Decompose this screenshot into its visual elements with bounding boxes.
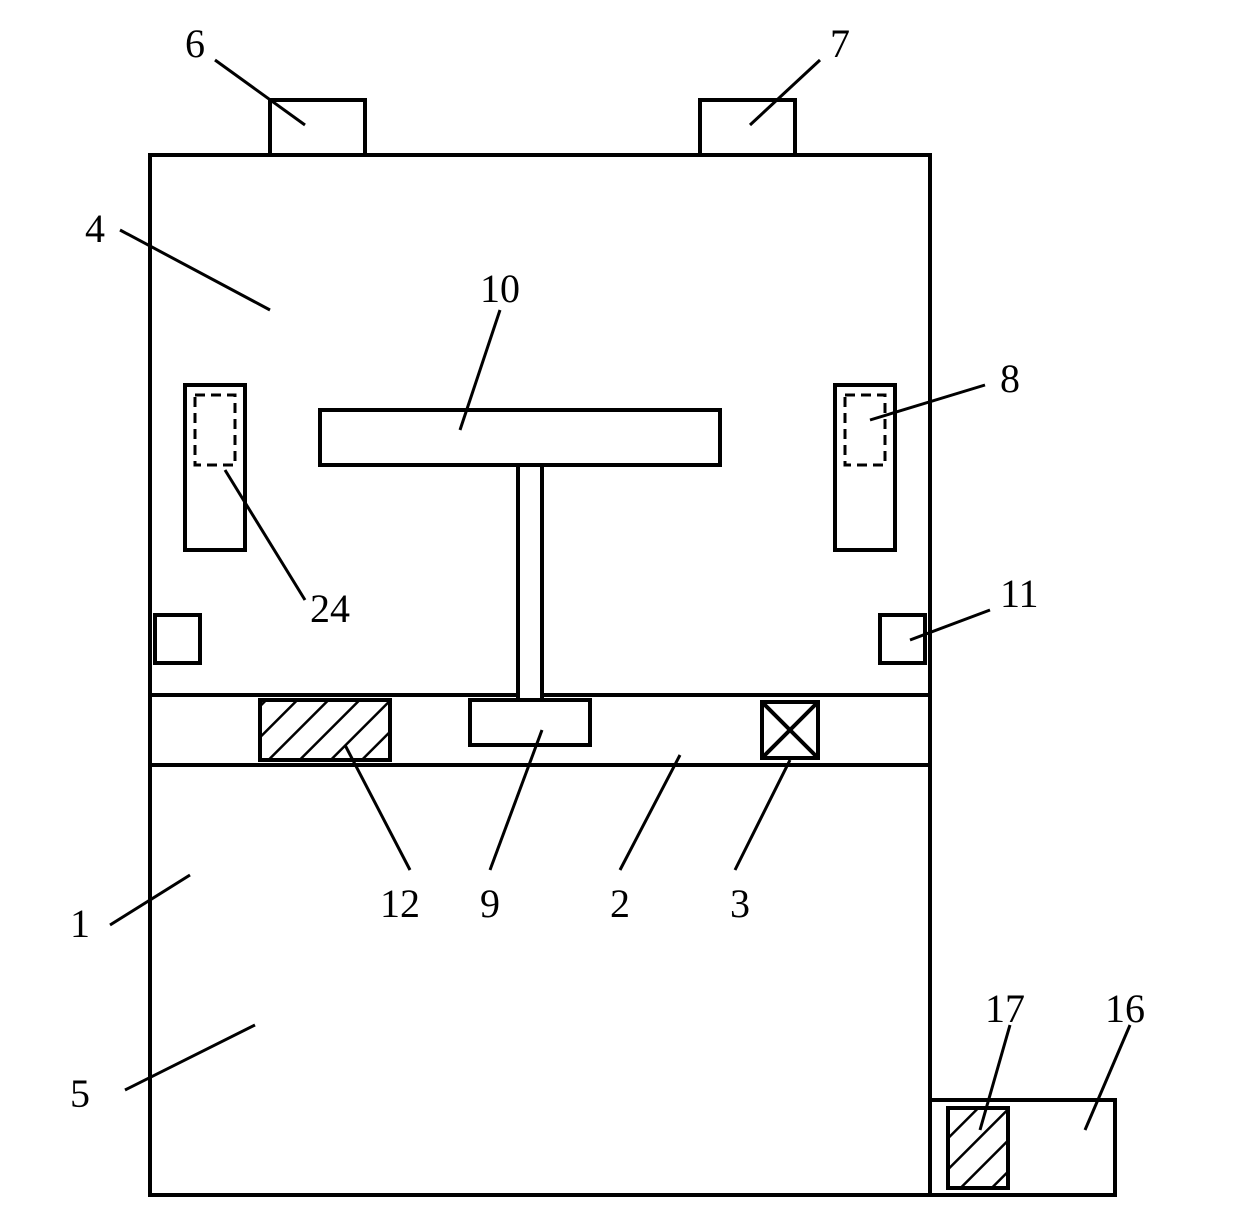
top-box-7	[700, 100, 795, 155]
small-right	[880, 615, 925, 663]
side-box-right-dashed	[845, 395, 885, 465]
t-foot	[470, 700, 590, 745]
small-left	[155, 615, 200, 663]
technical-diagram	[0, 0, 1240, 1230]
hatch-block-12	[260, 700, 390, 760]
outlet-hatch-17	[948, 1108, 1008, 1188]
t-stem	[518, 465, 542, 700]
side-box-left-dashed	[195, 395, 235, 465]
t-cap	[320, 410, 720, 465]
x-box-3	[762, 702, 818, 758]
leader-lines	[110, 60, 1130, 1130]
